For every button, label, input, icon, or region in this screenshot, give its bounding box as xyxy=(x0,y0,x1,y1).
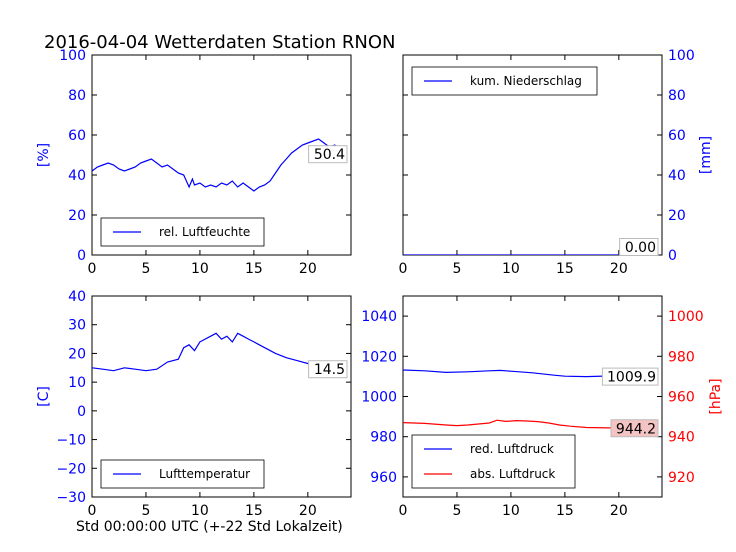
y-right-tick-label: 960 xyxy=(668,390,695,406)
y-right-tick-label: 940 xyxy=(668,430,695,446)
y-tick-label: 40 xyxy=(68,168,86,184)
x-tick-label: 10 xyxy=(502,503,520,519)
x-tick-label: 10 xyxy=(502,261,520,277)
y-tick-label: 40 xyxy=(668,168,686,184)
y-right-tick-label: 1000 xyxy=(668,309,704,325)
last-value-label: 50.4 xyxy=(314,147,345,163)
x-tick-label: 15 xyxy=(556,261,574,277)
y-tick-label: 20 xyxy=(668,208,686,224)
y-tick-label: 60 xyxy=(668,128,686,144)
x-tick-label: 5 xyxy=(452,261,461,277)
x-tick-label: 5 xyxy=(452,503,461,519)
y-tick-label: 980 xyxy=(370,430,397,446)
y-tick-label: 0 xyxy=(77,248,86,264)
y-tick-label: 1000 xyxy=(361,390,397,406)
y-right-tick-label: 980 xyxy=(668,349,695,365)
y-tick-label: −10 xyxy=(56,433,86,449)
legend-label: abs. Luftdruck xyxy=(470,467,555,481)
legend: red. Luftdruck abs. Luftdruck xyxy=(411,434,576,489)
legend: rel. Luftfeuchte xyxy=(100,217,265,247)
y-tick-label: 80 xyxy=(668,88,686,104)
x-tick-label: 0 xyxy=(88,503,97,519)
x-tick-label: 15 xyxy=(556,503,574,519)
last-value-label: 14.5 xyxy=(314,362,345,378)
series-line xyxy=(92,138,344,192)
x-tick-label: 5 xyxy=(141,503,150,519)
last-value-left-label: 1009.9 xyxy=(607,370,656,386)
legend-label: kum. Niederschlag xyxy=(470,74,582,88)
series-line xyxy=(92,332,344,372)
y-axis-label: [C] xyxy=(36,386,52,407)
x-tick-label: 20 xyxy=(610,503,628,519)
x-tick-label: 5 xyxy=(141,261,150,277)
figure-title: 2016-04-04 Wetterdaten Station RNON xyxy=(44,32,395,53)
panel-humidity: 0 5 10 15 20 0 20 40 60 80 100 [%] 50.4 rel. Luftfeuc… xyxy=(36,48,352,277)
y-tick-label: −20 xyxy=(56,461,86,477)
legend-label: Lufttemperatur xyxy=(159,467,250,481)
y-axis-label: [%] xyxy=(36,143,52,167)
legend: Lufttemperatur xyxy=(100,459,265,489)
last-value-right-label: 944.2 xyxy=(616,421,656,437)
last-value-left-label-box xyxy=(601,367,659,386)
y-tick-label: 0 xyxy=(77,404,86,420)
series-line xyxy=(403,419,655,429)
last-value-right-label-box xyxy=(610,419,659,438)
panel-pressure: 0 5 10 15 20 960 980 1000 1020 1040 920 940 960 980 10… xyxy=(361,295,724,519)
y-tick-label: 40 xyxy=(68,289,86,305)
x-tick-label: 10 xyxy=(191,503,209,519)
y-axis-label: [mm] xyxy=(698,136,714,174)
x-tick-label: 20 xyxy=(299,261,317,277)
legend: kum. Niederschlag xyxy=(411,66,598,96)
panel-precipitation: 0 5 10 15 20 0 20 40 60 80 100 [mm] 0.00 kum. Nieders… xyxy=(399,48,714,277)
y-right-axis-label: [hPa] xyxy=(708,378,724,414)
y-right-tick-label: 920 xyxy=(668,470,695,486)
x-tick-label: 0 xyxy=(399,503,408,519)
x-tick-label: 20 xyxy=(299,503,317,519)
panel-temperature: 0 5 10 15 20 −30 −20 −10 0 10 20 30 40 [C] 14.5 Lufttem… xyxy=(36,289,352,519)
last-value-label: 0.00 xyxy=(625,240,656,256)
last-value-label-box xyxy=(308,145,348,164)
y-tick-label: 960 xyxy=(370,470,397,486)
x-axis-label: Std 00:00:00 UTC (+-22 Std Lokalzeit) xyxy=(76,519,343,535)
x-tick-label: 20 xyxy=(610,261,628,277)
x-tick-label: 0 xyxy=(399,261,408,277)
y-tick-label: 1040 xyxy=(361,309,397,325)
y-tick-label: 20 xyxy=(68,208,86,224)
last-value-label-box xyxy=(308,360,348,379)
legend-label: red. Luftdruck xyxy=(470,442,554,456)
y-tick-label: 0 xyxy=(668,248,677,264)
y-tick-label: 20 xyxy=(68,346,86,362)
x-tick-label: 15 xyxy=(245,261,263,277)
y-tick-label: 1020 xyxy=(361,349,397,365)
last-value-label-box xyxy=(619,238,659,256)
y-tick-label: 100 xyxy=(59,48,86,64)
y-tick-label: 80 xyxy=(68,88,86,104)
y-tick-label: 60 xyxy=(68,128,86,144)
y-tick-label: −30 xyxy=(56,490,86,506)
legend-box xyxy=(411,434,576,489)
y-tick-label: 10 xyxy=(68,375,86,391)
y-tick-label: 30 xyxy=(68,318,86,334)
legend-label: rel. Luftfeuchte xyxy=(159,225,250,239)
y-tick-label: 100 xyxy=(668,48,695,64)
x-tick-label: 15 xyxy=(245,503,263,519)
x-tick-label: 0 xyxy=(88,261,97,277)
x-tick-label: 10 xyxy=(191,261,209,277)
